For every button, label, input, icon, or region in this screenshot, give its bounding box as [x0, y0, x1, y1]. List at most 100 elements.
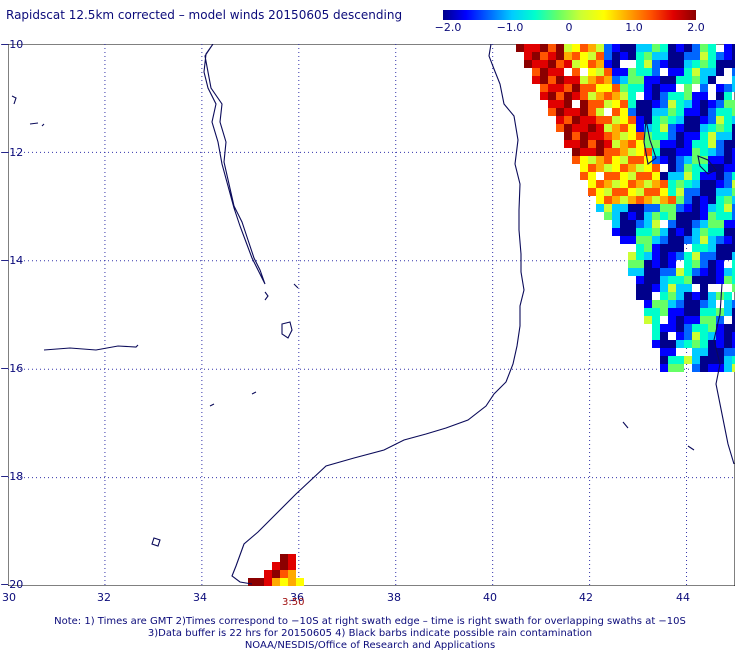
- wind-cell: [652, 204, 660, 212]
- wind-cell: [628, 52, 636, 60]
- wind-cell: [652, 316, 660, 324]
- wind-cell: [724, 364, 732, 372]
- wind-cell: [684, 132, 692, 140]
- wind-cell: [588, 68, 596, 76]
- wind-cell: [628, 84, 636, 92]
- wind-cell: [644, 100, 652, 108]
- wind-cell: [700, 124, 708, 132]
- wind-cell: [708, 116, 716, 124]
- wind-cell: [676, 220, 684, 228]
- wind-cell: [644, 252, 652, 260]
- wind-cell: [644, 268, 652, 276]
- wind-cell: [700, 188, 708, 196]
- wind-cell: [716, 260, 724, 268]
- wind-cell: [660, 340, 668, 348]
- wind-cell: [604, 124, 612, 132]
- wind-cell: [732, 332, 735, 340]
- wind-cell: [620, 108, 628, 116]
- note-line: Note: 1) Times are GMT 2)Times correspon…: [54, 616, 686, 627]
- wind-cell: [676, 188, 684, 196]
- wind-cell: [620, 220, 628, 228]
- wind-cell: [644, 68, 652, 76]
- wind-cell: [548, 100, 556, 108]
- wind-cell: [288, 562, 296, 570]
- wind-cell: [572, 156, 580, 164]
- wind-cell: [692, 204, 700, 212]
- wind-cell: [692, 356, 700, 364]
- wind-cell: [580, 172, 588, 180]
- wind-cell: [604, 76, 612, 84]
- wind-cell: [620, 44, 628, 52]
- lon-tick-label: 30: [2, 591, 16, 604]
- wind-cell: [692, 332, 700, 340]
- wind-cell: [708, 68, 716, 76]
- wind-cell: [524, 44, 532, 52]
- wind-cell: [668, 284, 676, 292]
- wind-cell: [580, 148, 588, 156]
- wind-cell: [708, 236, 716, 244]
- wind-cell: [708, 228, 716, 236]
- wind-cell: [604, 204, 612, 212]
- wind-cell: [700, 116, 708, 124]
- wind-cell: [708, 252, 716, 260]
- wind-cell: [700, 300, 708, 308]
- wind-cell: [692, 132, 700, 140]
- wind-cell: [724, 244, 732, 252]
- wind-cell: [556, 108, 564, 116]
- wind-cell: [700, 148, 708, 156]
- wind-cell: [684, 140, 692, 148]
- wind-cell: [628, 204, 636, 212]
- wind-cell: [596, 76, 604, 84]
- wind-cell: [684, 332, 692, 340]
- wind-cell: [668, 172, 676, 180]
- wind-cell: [540, 60, 548, 68]
- wind-cell: [668, 196, 676, 204]
- wind-cell: [716, 348, 724, 356]
- wind-cell: [620, 188, 628, 196]
- wind-cell: [684, 124, 692, 132]
- wind-cell: [620, 52, 628, 60]
- wind-cell: [564, 76, 572, 84]
- wind-cell: [620, 76, 628, 84]
- wind-cell: [596, 92, 604, 100]
- wind-cell: [652, 308, 660, 316]
- wind-cell: [588, 148, 596, 156]
- wind-cell: [628, 212, 636, 220]
- wind-cell: [732, 204, 735, 212]
- wind-cell: [652, 60, 660, 68]
- wind-cell: [732, 212, 735, 220]
- wind-cell: [716, 68, 724, 76]
- wind-cell: [644, 76, 652, 84]
- wind-cell: [700, 212, 708, 220]
- wind-cell: [716, 268, 724, 276]
- colorbar: [443, 10, 696, 20]
- wind-cell: [732, 340, 735, 348]
- wind-cell: [732, 52, 735, 60]
- wind-cell: [732, 60, 735, 68]
- wind-cell: [652, 268, 660, 276]
- wind-cell: [660, 84, 668, 92]
- wind-map: [8, 44, 735, 586]
- wind-cell: [692, 292, 700, 300]
- lon-tick-label: 34: [193, 591, 207, 604]
- wind-cell: [668, 260, 676, 268]
- wind-cell: [588, 124, 596, 132]
- wind-cell: [676, 284, 684, 292]
- wind-cell: [636, 284, 644, 292]
- wind-cell: [612, 172, 620, 180]
- wind-cell: [724, 228, 732, 236]
- wind-cell: [612, 188, 620, 196]
- wind-cell: [708, 204, 716, 212]
- wind-cell: [716, 84, 724, 92]
- wind-cell: [676, 140, 684, 148]
- wind-cell: [668, 364, 676, 372]
- wind-cell: [700, 84, 708, 92]
- wind-cell: [692, 316, 700, 324]
- wind-cell: [612, 196, 620, 204]
- wind-cell: [724, 300, 732, 308]
- wind-cell: [692, 164, 700, 172]
- lat-tick-label: −18: [0, 470, 24, 483]
- wind-cell: [732, 196, 735, 204]
- wind-cell: [732, 44, 735, 52]
- wind-cell: [732, 324, 735, 332]
